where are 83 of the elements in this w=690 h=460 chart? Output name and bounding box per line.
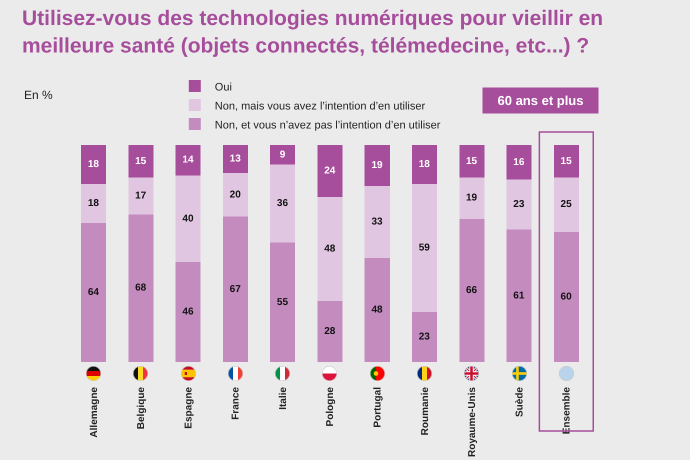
data-label: 15 — [560, 156, 572, 167]
data-label: 18 — [88, 159, 100, 170]
data-label: 16 — [513, 156, 525, 168]
legend-label: Non, et vous n’avez pas l’intention d’en utiliser — [214, 119, 441, 132]
data-label: 19 — [466, 192, 478, 204]
bar — [459, 145, 484, 178]
chart-title: Utilisez-vous des technologies numériques pour vieillir en meilleure santé (objets connectés, télémedecine, etc...) ? — [22, 7, 604, 58]
bar — [459, 218, 484, 362]
bar — [222, 173, 248, 217]
data-label: 25 — [560, 199, 572, 210]
data-label: 20 — [230, 189, 242, 200]
data-label: 13 — [230, 154, 242, 165]
data-label: 46 — [182, 306, 194, 318]
bar — [459, 178, 484, 219]
bar — [81, 223, 106, 362]
bar — [128, 214, 154, 362]
bar — [554, 232, 579, 362]
bar — [364, 145, 390, 186]
data-label: 15 — [466, 156, 478, 167]
data-label: 40 — [182, 213, 194, 224]
x-tick-label: Allemagne — [88, 386, 100, 438]
bar — [554, 178, 579, 232]
data-label: 55 — [276, 296, 288, 308]
data-label: 24 — [324, 166, 336, 177]
x-tick-label: Portugal — [372, 386, 384, 428]
bar — [317, 145, 342, 198]
x-tick-label: Roumanie — [420, 386, 431, 436]
bar — [270, 145, 296, 165]
bar — [222, 145, 248, 174]
data-label: 14 — [182, 154, 194, 166]
data-label: 23 — [513, 199, 525, 210]
x-tick-label: Espagne — [183, 386, 194, 429]
bar — [317, 197, 342, 302]
data-label: 59 — [418, 242, 430, 254]
bar — [270, 242, 296, 362]
data-label: 48 — [371, 304, 384, 316]
chart-subtitle: 60 ans et plus — [498, 93, 584, 108]
bar — [81, 184, 106, 224]
x-tick-label: France — [230, 386, 242, 420]
y-axis-title: En % — [24, 88, 54, 102]
bar — [317, 301, 342, 362]
data-label: 9 — [280, 149, 286, 160]
data-label: 61 — [513, 290, 525, 302]
data-label: 18 — [418, 159, 430, 170]
data-label: 66 — [466, 284, 478, 296]
x-tick-label: Ensemble — [562, 386, 573, 434]
bar — [176, 262, 201, 362]
bar — [412, 145, 438, 184]
data-label: 48 — [324, 244, 336, 255]
x-tick-label: Italie — [278, 386, 289, 410]
data-label: 23 — [418, 332, 430, 343]
data-label: 68 — [135, 282, 147, 294]
bar — [506, 145, 532, 180]
bar — [554, 145, 579, 178]
bar — [364, 186, 390, 258]
data-label: 17 — [135, 190, 147, 202]
data-label: 33 — [371, 216, 384, 228]
bar — [506, 180, 532, 230]
bar — [412, 312, 438, 362]
bar — [506, 230, 532, 362]
x-tick-label: Belgique — [136, 386, 148, 430]
x-tick-label: Pologne — [325, 386, 336, 426]
data-label: 19 — [371, 160, 384, 172]
data-label: 15 — [135, 156, 147, 167]
data-label: 60 — [560, 291, 572, 302]
legend-label: Oui — [214, 81, 232, 94]
data-label: 64 — [88, 287, 100, 298]
bar — [128, 145, 154, 178]
bar — [270, 164, 296, 243]
bar — [222, 216, 248, 362]
bar — [128, 178, 154, 214]
bar — [176, 175, 201, 262]
x-tick-label: Suède — [514, 386, 526, 418]
bar — [364, 258, 390, 362]
data-label: 67 — [230, 284, 242, 295]
data-label: 28 — [324, 326, 336, 338]
legend-label: Non, mais vous avez l’intention d’en utiliser — [214, 100, 426, 112]
data-label: 18 — [88, 198, 100, 210]
bar — [176, 145, 201, 176]
bar — [412, 184, 438, 312]
bar — [81, 145, 106, 184]
data-label: 36 — [276, 198, 288, 210]
x-tick-label: Royaume-Unis — [467, 386, 478, 458]
